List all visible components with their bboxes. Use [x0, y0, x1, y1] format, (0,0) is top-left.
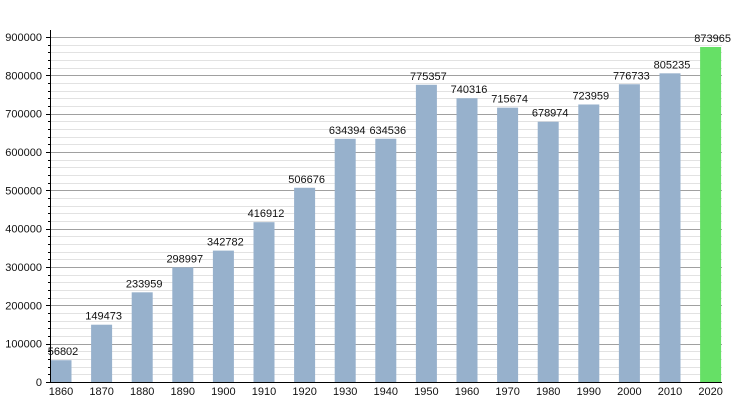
y-tick-label: 900000: [5, 32, 42, 44]
bar-1910: [253, 222, 275, 382]
y-tick-label: 400000: [5, 224, 42, 236]
bar-1940: [375, 138, 397, 382]
value-label: 805235: [654, 59, 691, 71]
value-label: 634394: [329, 125, 366, 137]
x-tick-label: 1890: [171, 386, 195, 398]
value-label: 678974: [532, 108, 569, 120]
bar-1950: [415, 84, 437, 382]
value-label: 506676: [288, 174, 325, 186]
bar-1870: [91, 324, 113, 382]
value-label: 775357: [410, 71, 447, 83]
bar-2020: [700, 46, 722, 383]
x-tick-label: 1940: [374, 386, 398, 398]
bar-1990: [578, 104, 600, 382]
x-tick-label: 1920: [292, 386, 316, 398]
bar-1980: [537, 121, 559, 383]
value-label: 715674: [491, 94, 528, 106]
x-tick-label: 1950: [414, 386, 438, 398]
x-tick-label: 1960: [455, 386, 479, 398]
x-tick-label: 2020: [698, 386, 722, 398]
x-tick-label: 1970: [495, 386, 519, 398]
y-tick-label: 300000: [5, 262, 42, 274]
bar-1930: [334, 138, 356, 382]
axes: 0 100000 200000 300000 400000 500000 600000 700…: [5, 30, 723, 398]
y-tick-label: 600000: [5, 147, 42, 159]
value-labels: 56802 149473 233959 298997 342782 416912 50667…: [48, 33, 731, 358]
value-label: 342782: [207, 237, 244, 249]
x-tick-label: 2000: [617, 386, 641, 398]
bar-1920: [294, 187, 316, 382]
value-label: 416912: [248, 208, 285, 220]
bar-2000: [618, 84, 640, 382]
value-label: 56802: [48, 346, 79, 358]
value-label: 149473: [85, 311, 122, 323]
x-tick-label: 1880: [130, 386, 154, 398]
y-tick-label: 200000: [5, 300, 42, 312]
x-tick-label: 1930: [333, 386, 357, 398]
value-label: 740316: [451, 84, 488, 96]
bar-1890: [172, 267, 194, 382]
bar-1960: [456, 98, 478, 383]
y-tick-label: 800000: [5, 70, 42, 82]
value-label: 233959: [126, 278, 163, 290]
x-tick-label: 1860: [49, 386, 73, 398]
value-label: 873965: [694, 33, 731, 45]
y-tick-label: 0: [36, 377, 42, 389]
bar-1860: [50, 360, 72, 382]
value-label: 776733: [613, 70, 650, 82]
bars: [50, 46, 722, 383]
x-tick-label: 1870: [89, 386, 113, 398]
x-tick-label: 1910: [252, 386, 276, 398]
x-tick-label: 1990: [577, 386, 601, 398]
value-label: 298997: [166, 253, 203, 265]
y-tick-label: 500000: [5, 185, 42, 197]
bar-1880: [131, 292, 153, 382]
x-tick-label: 1900: [211, 386, 235, 398]
bar-2010: [659, 73, 681, 382]
value-label: 723959: [572, 90, 609, 102]
bar-1970: [497, 107, 519, 383]
value-label: 634536: [369, 125, 406, 137]
y-tick-label: 100000: [5, 339, 42, 351]
bar-1900: [212, 250, 234, 382]
x-tick-label: 2010: [658, 386, 682, 398]
y-tick-label: 700000: [5, 109, 42, 121]
x-tick-label: 1980: [536, 386, 560, 398]
